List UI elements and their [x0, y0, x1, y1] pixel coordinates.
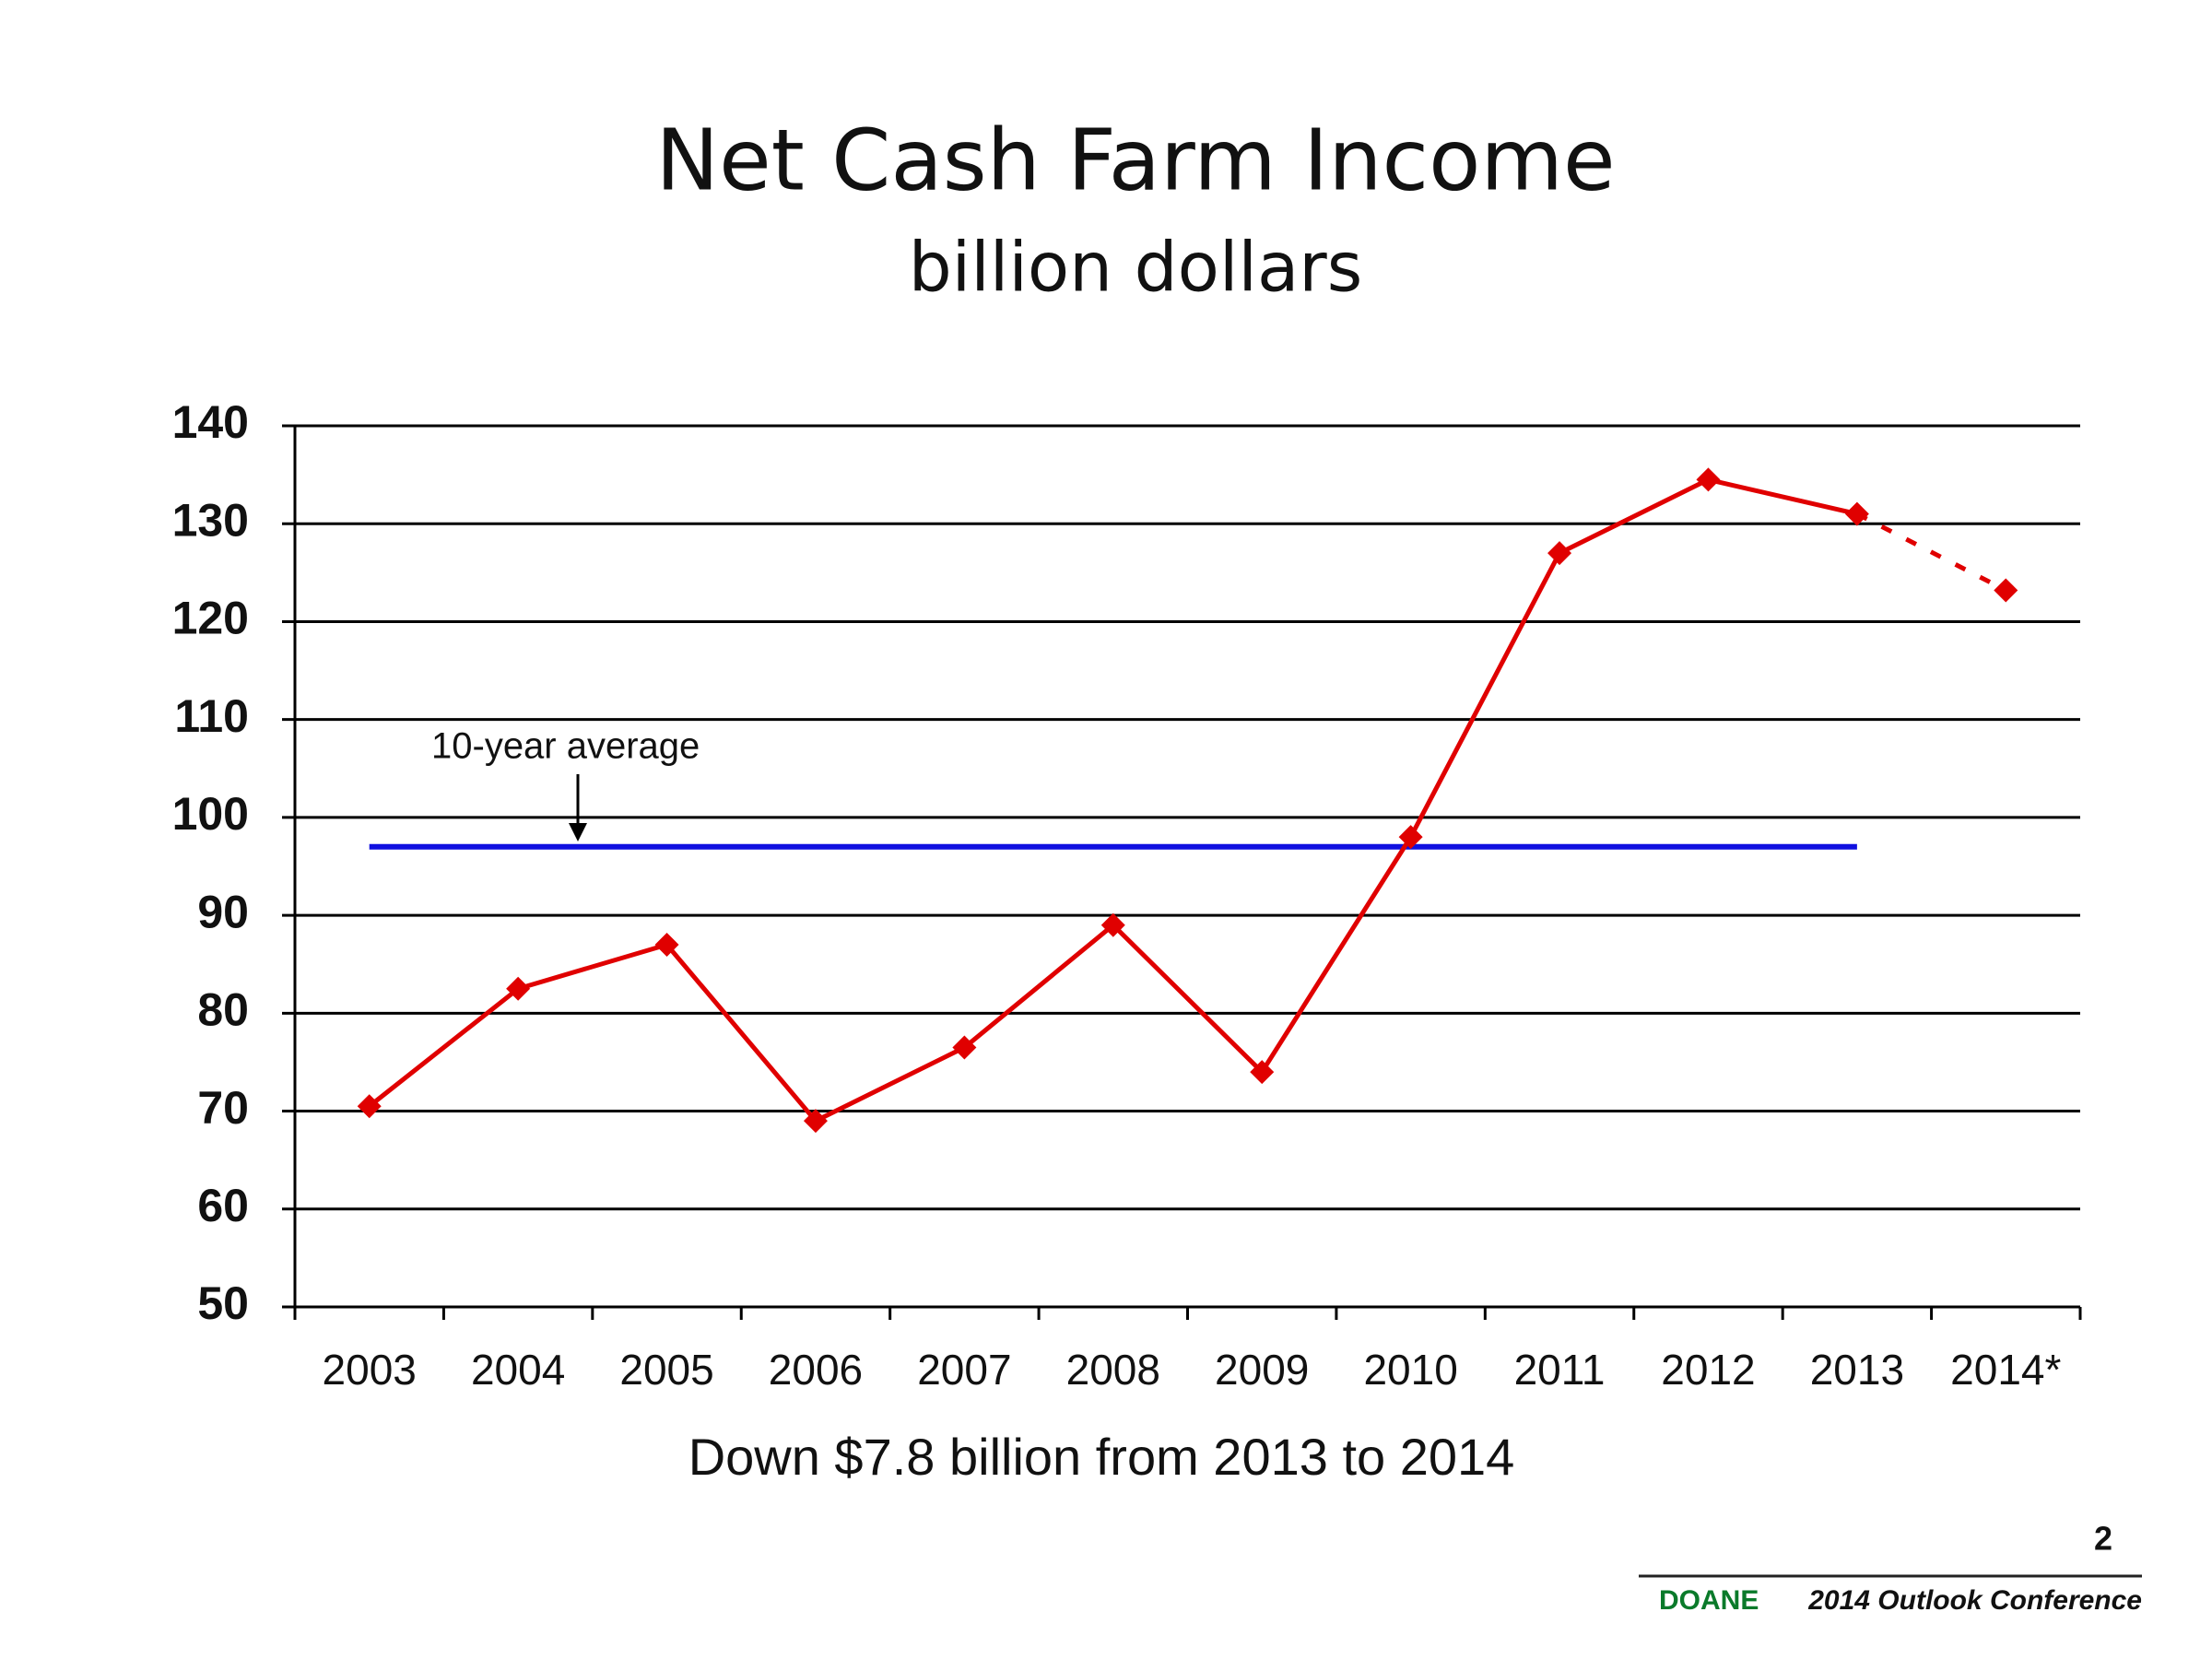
marker [506, 976, 531, 1001]
x-tick-label: 2013 [1810, 1346, 1904, 1394]
y-tick-label: 110 [174, 690, 249, 742]
chart-subtitle: billion dollars [909, 229, 1363, 308]
marker [1994, 578, 2018, 603]
x-tick-label: 2003 [323, 1346, 417, 1394]
x-tick-label: 2007 [917, 1346, 1011, 1394]
x-tick-label: 2012 [1661, 1346, 1755, 1394]
x-tick-label: 2008 [1066, 1346, 1160, 1394]
chart-title: Net Cash Farm Income [655, 111, 1615, 209]
marker [952, 1035, 977, 1060]
marker [1100, 912, 1125, 937]
marker [1250, 1060, 1275, 1085]
y-tick-label: 140 [172, 396, 249, 448]
y-tick-label: 90 [197, 886, 249, 937]
marker [357, 1094, 382, 1119]
average-arrowhead [569, 823, 587, 841]
marker [1696, 467, 1721, 492]
marker [1547, 541, 1572, 566]
y-tick-label: 80 [197, 984, 249, 1036]
page-number: 2 [2094, 1520, 2112, 1558]
marker [1844, 501, 1869, 526]
y-tick-label: 50 [197, 1277, 249, 1329]
y-tick-label: 100 [172, 788, 249, 840]
average-label: 10-year average [431, 726, 700, 767]
x-tick-label: 2010 [1363, 1346, 1457, 1394]
x-tick-label: 2004 [471, 1346, 565, 1394]
marker [654, 932, 679, 957]
note: Down $7.8 billion from 2013 to 2014 [688, 1428, 1515, 1486]
x-tick-label: 2014* [1950, 1346, 2061, 1394]
x-tick-label: 2009 [1215, 1346, 1309, 1394]
marker [1398, 825, 1423, 850]
x-tick-label: 2005 [619, 1346, 713, 1394]
x-tick-label: 2011 [1514, 1346, 1606, 1394]
conference: 2014 Outlook Conference [1807, 1585, 2142, 1616]
logo: DOANE [1659, 1585, 1759, 1616]
x-tick-label: 2006 [769, 1346, 863, 1394]
series-line-projection [1855, 512, 2007, 593]
y-tick-label: 120 [172, 593, 249, 644]
y-tick-label: 130 [172, 494, 249, 546]
y-tick-label: 70 [197, 1082, 249, 1134]
y-tick-label: 60 [197, 1180, 249, 1231]
series-line [368, 477, 1858, 1124]
marker [803, 1109, 828, 1134]
